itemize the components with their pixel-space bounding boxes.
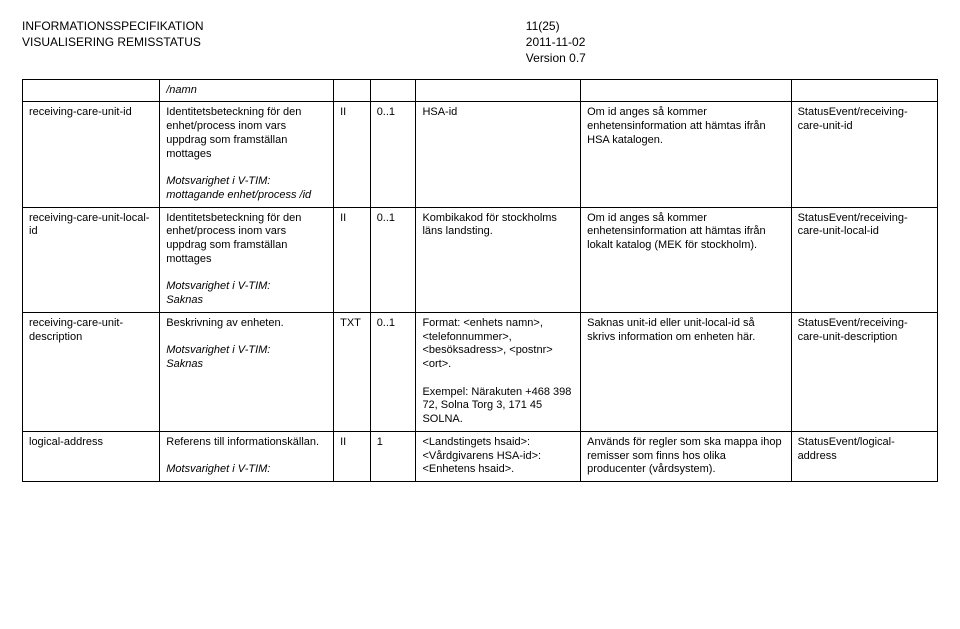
cell-main: Beskrivning av enheten.: [166, 317, 327, 331]
cell: receiving-care-unit-local-id: [23, 207, 160, 312]
cell-p2: Exempel: Närakuten +468 398 72, Solna To…: [422, 386, 574, 427]
cell: 0..1: [370, 312, 416, 431]
cell: Om id anges så kommer enhetensinformatio…: [581, 102, 791, 207]
cell-note: Saknas: [166, 294, 327, 308]
cell: <Landstingets hsaid>:<Vårdgivarens HSA-i…: [416, 431, 581, 481]
cell-note-label: Motsvarighet i V-TIM:: [166, 280, 327, 294]
cell: receiving-care-unit-description: [23, 312, 160, 431]
table-row: receiving-care-unit-description Beskrivn…: [23, 312, 938, 431]
cell: Identitetsbeteckning för den enhet/proce…: [160, 102, 334, 207]
cell-main: Identitetsbeteckning för den enhet/proce…: [166, 212, 327, 267]
cell-note: Saknas: [166, 358, 327, 372]
cell: Referens till informationskällan. Motsva…: [160, 431, 334, 481]
cell-main: Identitetsbeteckning för den enhet/proce…: [166, 106, 327, 161]
cell-note: /namn: [166, 84, 327, 98]
cell-note-label: Motsvarighet i V-TIM:: [166, 344, 327, 358]
cell: StatusEvent/receiving-care-unit-local-id: [791, 207, 937, 312]
table-row: receiving-care-unit-id Identitetsbeteckn…: [23, 102, 938, 207]
cell: TXT: [334, 312, 371, 431]
cell-note: mottagande enhet/process /id: [166, 189, 327, 203]
cell: StatusEvent/logical-address: [791, 431, 937, 481]
cell: [581, 79, 791, 102]
doc-title-2: VISUALISERING REMISSTATUS: [22, 34, 526, 50]
cell-note-label: Motsvarighet i V-TIM:: [166, 463, 327, 477]
doc-header: INFORMATIONSSPECIFIKATION VISUALISERING …: [22, 18, 938, 67]
cell: 0..1: [370, 207, 416, 312]
cell: receiving-care-unit-id: [23, 102, 160, 207]
cell: II: [334, 431, 371, 481]
cell: /namn: [160, 79, 334, 102]
cell: Identitetsbeteckning för den enhet/proce…: [160, 207, 334, 312]
cell: [334, 79, 371, 102]
cell: Format: <enhets namn>, <telefonnummer>, …: [416, 312, 581, 431]
doc-date: 2011-11-02: [526, 34, 938, 50]
cell-p1: Format: <enhets namn>, <telefonnummer>, …: [422, 317, 574, 372]
cell: II: [334, 207, 371, 312]
doc-title-1: INFORMATIONSSPECIFIKATION: [22, 18, 526, 34]
cell-note-label: Motsvarighet i V-TIM:: [166, 175, 327, 189]
cell: [791, 79, 937, 102]
cell: 1: [370, 431, 416, 481]
cell: Används för regler som ska mappa ihop re…: [581, 431, 791, 481]
cell: StatusEvent/receiving-care-unit-descript…: [791, 312, 937, 431]
cell: Om id anges så kommer enhetensinformatio…: [581, 207, 791, 312]
spec-table: /namn receiving-care-unit-id Identitetsb…: [22, 79, 938, 483]
cell: II: [334, 102, 371, 207]
cell: StatusEvent/receiving-care-unit-id: [791, 102, 937, 207]
cell: [23, 79, 160, 102]
cell: logical-address: [23, 431, 160, 481]
table-row: /namn: [23, 79, 938, 102]
cell: Kombikakod för stockholms läns landsting…: [416, 207, 581, 312]
doc-version: Version 0.7: [526, 50, 938, 66]
cell: [370, 79, 416, 102]
cell: [416, 79, 581, 102]
doc-page-num: 11(25): [526, 18, 938, 34]
cell: HSA-id: [416, 102, 581, 207]
cell: 0..1: [370, 102, 416, 207]
cell-main: Referens till informationskällan.: [166, 436, 327, 450]
cell: Beskrivning av enheten. Motsvarighet i V…: [160, 312, 334, 431]
cell: Saknas unit-id eller unit-local-id så sk…: [581, 312, 791, 431]
table-row: logical-address Referens till informatio…: [23, 431, 938, 481]
table-row: receiving-care-unit-local-id Identitetsb…: [23, 207, 938, 312]
